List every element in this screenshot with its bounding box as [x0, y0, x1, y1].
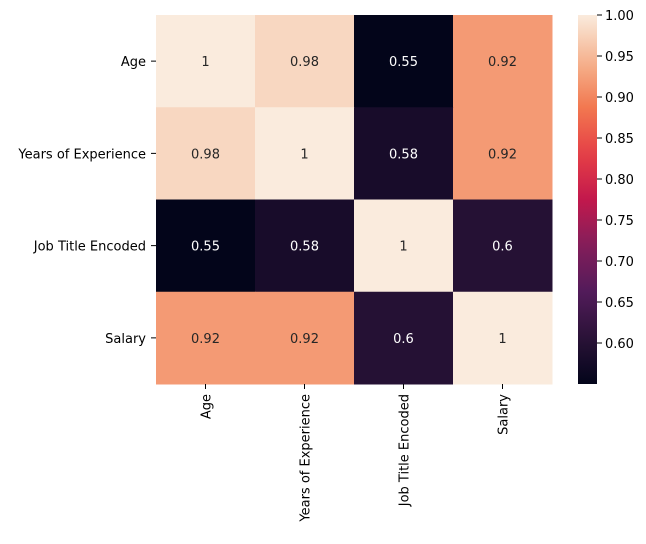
heatmap-cell: [453, 107, 553, 200]
y-tick-label: Job Title Encoded: [33, 240, 146, 255]
colorbar-tick-label: 0.60: [605, 337, 634, 352]
cell-annotation: 0.58: [290, 240, 319, 255]
x-tick-label: Salary: [497, 394, 512, 435]
cell-annotations: 1 0.98 0.55 0.92 0.98 1 0.58 0.92 0.55 0.58 1 0.6 0.…: [191, 55, 517, 347]
colorbar: 0.60 0.65 0.70 0.75 0.80 0.85 0.90 0.95 1.00: [578, 9, 634, 384]
colorbar-tick-label: 0.70: [605, 255, 634, 270]
cell-annotation: 1: [201, 55, 209, 70]
x-tick-label: Job Title Encoded: [398, 394, 413, 507]
cell-annotation: 0.92: [488, 147, 517, 162]
colorbar-tick-label: 0.80: [605, 173, 634, 188]
colorbar-tick-label: 0.75: [605, 214, 634, 229]
heatmap-cell: [453, 15, 553, 108]
heatmap-cell: [156, 291, 256, 385]
heatmap-cell: [354, 15, 454, 108]
y-axis: Age Years of Experience Job Title Encoded S…: [17, 55, 156, 347]
cell-annotation: 0.98: [290, 55, 319, 70]
heatmap-cell: [156, 107, 256, 200]
y-tick-label: Salary: [105, 332, 146, 347]
heatmap-cell: [453, 291, 553, 385]
cell-annotation: 0.98: [191, 147, 220, 162]
cell-annotation: 1: [498, 332, 506, 347]
colorbar-tick-label: 1.00: [605, 9, 634, 24]
colorbar-tick-label: 0.85: [605, 132, 634, 147]
heatmap-cell: [354, 291, 454, 385]
colorbar-tick-label: 0.65: [605, 296, 634, 311]
cell-annotation: 0.92: [191, 332, 220, 347]
x-axis: Age Years of Experience Job Title Encoded S…: [200, 384, 512, 523]
heatmap-cell: [354, 199, 454, 293]
heatmap-cell: [255, 107, 355, 200]
heatmap-cell: [156, 199, 256, 293]
heatmap-cells: [156, 15, 553, 385]
cell-annotation: 1: [399, 240, 407, 255]
heatmap-cell: [255, 199, 355, 293]
cell-annotation: 0.55: [191, 240, 220, 255]
cell-annotation: 0.58: [389, 147, 418, 162]
x-tick-label: Age: [200, 394, 215, 419]
y-tick-label: Age: [121, 55, 146, 70]
heatmap-cell: [453, 199, 553, 293]
cell-annotation: 0.92: [488, 55, 517, 70]
cell-annotation: 0.6: [393, 332, 414, 347]
colorbar-tick-label: 0.90: [605, 91, 634, 106]
cell-annotation: 0.55: [389, 55, 418, 70]
cell-annotation: 0.92: [290, 332, 319, 347]
y-tick-label: Years of Experience: [17, 147, 146, 162]
colorbar-tick-label: 0.95: [605, 50, 634, 65]
heatmap-cell: [255, 291, 355, 385]
heatmap-cell: [255, 15, 355, 108]
cell-annotation: 1: [300, 147, 308, 162]
heatmap-cell: [354, 107, 454, 200]
cell-annotation: 0.6: [492, 240, 513, 255]
colorbar-gradient: [578, 15, 597, 384]
heatmap-cell: [156, 15, 256, 108]
x-tick-label: Years of Experience: [299, 394, 314, 523]
